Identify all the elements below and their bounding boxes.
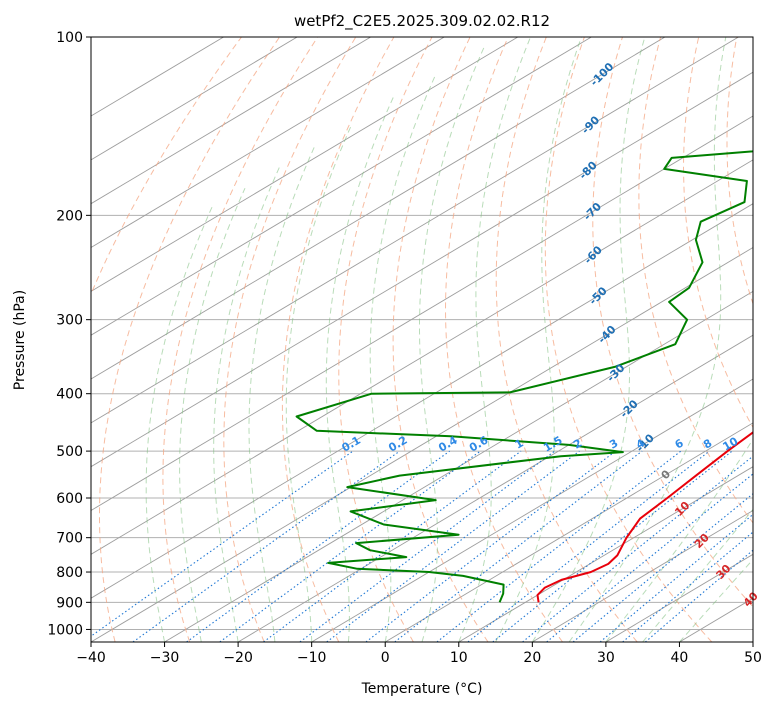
isotherm-line — [91, 71, 753, 468]
mixing-ratio-line — [263, 450, 522, 642]
x-tick-label: 40 — [671, 650, 689, 666]
y-tick-label: 600 — [56, 491, 83, 507]
x-tick-label: 30 — [597, 650, 615, 666]
mixing-ratio-line — [299, 450, 556, 642]
moist-adiabat — [325, 97, 394, 642]
x-tick-label: 20 — [523, 650, 541, 666]
mixing-ratio-line — [599, 513, 753, 642]
mixing-ratio-lines — [91, 450, 753, 642]
x-axis-label: Temperature (°C) — [361, 681, 483, 697]
mixing-ratio-line — [219, 450, 481, 642]
dewpoint-profile-line — [295, 150, 753, 603]
y-axis-label: Pressure (hPa) — [12, 290, 28, 390]
y-tick-label: 700 — [56, 531, 83, 547]
dry-adiabat — [338, 37, 433, 642]
moist-adiabat — [213, 165, 281, 642]
mixing-ratio-line — [622, 531, 753, 642]
x-tick-label: −40 — [76, 650, 106, 666]
isotherm-lines — [91, 37, 753, 642]
x-tick-label: −30 — [150, 650, 180, 666]
mixing-ratio-line — [467, 450, 710, 642]
moist-adiabat — [179, 187, 246, 642]
isotherm-line — [91, 37, 739, 424]
moist-adiabat — [568, 37, 727, 642]
dry-adiabat — [638, 37, 753, 524]
x-tick-label: 50 — [744, 650, 762, 666]
moist-adiabat — [495, 37, 582, 642]
isotherm-line — [532, 509, 753, 642]
x-tick-label: 0 — [381, 650, 390, 666]
dry-adiabat — [444, 37, 564, 642]
x-tick-label: −10 — [297, 650, 327, 666]
plot-area — [91, 37, 753, 642]
mixing-ratio-line — [132, 450, 401, 642]
mixing-ratio-line — [326, 450, 580, 642]
dry-adiabat — [99, 37, 281, 642]
isotherm-line — [91, 37, 592, 336]
dry-adiabat — [223, 37, 357, 642]
moist-adiabat — [531, 37, 646, 642]
isotherm-line — [91, 246, 753, 642]
isotherm-line — [91, 37, 666, 380]
isotherm-line — [91, 37, 298, 161]
isotherm-line — [91, 159, 753, 555]
y-tick-label: 900 — [56, 595, 83, 611]
dry-adiabat — [281, 37, 395, 642]
isotherm-line — [384, 422, 753, 642]
x-tick-label: −20 — [223, 650, 253, 666]
mixing-ratio-line — [91, 450, 354, 637]
mixing-ratio-line — [522, 455, 753, 642]
mixing-ratio-line — [394, 450, 643, 642]
isotherm-line — [91, 115, 753, 512]
isotherm-line — [91, 203, 753, 599]
moist-adiabat — [248, 146, 315, 642]
sounding-series — [295, 150, 753, 603]
dry-adiabat — [682, 37, 753, 429]
isotherm-line — [458, 466, 753, 642]
dry-adiabats — [91, 37, 753, 642]
dry-adiabat — [392, 37, 489, 642]
y-tick-label: 500 — [56, 444, 83, 460]
mixing-ratio-line — [365, 450, 616, 642]
moist-adiabat — [145, 206, 213, 642]
moist-adiabat — [419, 44, 486, 642]
isotherm-line — [91, 37, 371, 205]
dry-adiabat — [91, 37, 242, 296]
y-tick-label: 300 — [56, 313, 83, 329]
isotherm-line — [91, 37, 519, 292]
plot-frame — [90, 36, 754, 643]
y-tick-label: 1000 — [47, 622, 83, 638]
moist-adiabat — [642, 508, 753, 642]
dry-adiabat — [162, 37, 319, 642]
isotherm-line — [311, 378, 753, 642]
isotherm-line — [237, 334, 753, 642]
y-tick-label: 200 — [56, 208, 83, 224]
dry-adiabat — [495, 37, 638, 642]
isotherm-line — [91, 37, 445, 249]
isotherm-line — [164, 290, 753, 642]
moist-adiabat — [285, 123, 353, 642]
dry-adiabat — [592, 37, 753, 608]
moist-adiabat — [458, 37, 531, 642]
y-axis-ticks: 100 200 300 400 500 600 700 800 900 1000 — [47, 30, 91, 638]
y-tick-label: 800 — [56, 565, 83, 581]
chart-title: wetPf2_C2E5.2025.309.02.02.R12 — [294, 12, 550, 31]
mixing-ratio-line — [492, 450, 733, 642]
mixing-ratio-line — [644, 549, 753, 642]
x-axis-ticks: −40 −30 −20 −10 0 10 20 30 40 50 — [76, 642, 762, 666]
temperature-profile-line — [536, 431, 753, 603]
y-tick-label: 400 — [56, 387, 83, 403]
x-tick-label: 10 — [450, 650, 468, 666]
y-tick-label: 100 — [56, 30, 83, 46]
moist-adiabats — [145, 37, 753, 642]
